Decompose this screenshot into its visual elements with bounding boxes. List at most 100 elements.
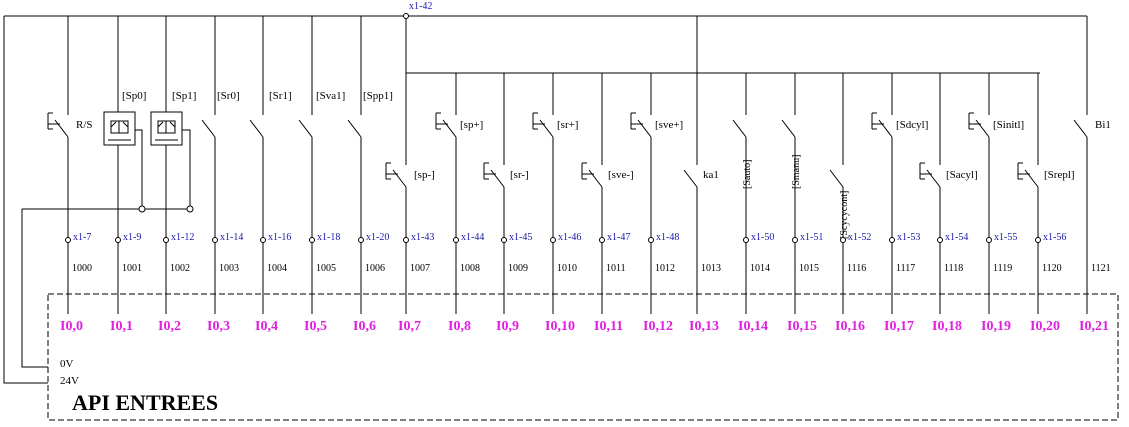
terminal-label: x1-44 [461,232,484,243]
terminal-node [550,237,556,243]
wire-number: 1000 [72,263,92,274]
channel-15: [Smanu] x1-51 1015 I0,15 [781,73,823,334]
terminal-label: x1-46 [558,232,581,243]
switch-contact [630,73,652,314]
channel-7: [sp-] x1-43 1007 I0,7 [385,73,435,334]
wire-number: 1009 [508,263,528,274]
terminal-node [115,237,121,243]
plc-input-label: I0,16 [835,319,865,334]
sensor-sp0 [103,111,143,209]
channel-label: [sve+] [655,119,683,131]
channel-16: [Scycycont]x1-52 1116 I0,16 [829,73,871,334]
terminal-node [986,237,992,243]
bus-terminal-label: x1-42 [409,1,432,12]
switch-contact [919,73,941,314]
switch-contact [968,73,990,314]
terminal-label: x1-48 [656,232,679,243]
sensor-sp1 [150,111,191,209]
terminal-node [937,237,943,243]
bus-x1-42 [405,16,1040,74]
wire-number: 1008 [460,263,480,274]
terminal-label: x1-50 [751,232,774,243]
channel-label: [sve-] [608,169,634,181]
terminal-node [743,237,749,243]
switch-contact [1017,73,1039,314]
terminal-label: x1-16 [268,232,291,243]
plc-input-label: I0,0 [60,319,83,334]
plc-input-label: I0,9 [496,319,519,334]
switch-contact [683,16,698,314]
terminal-label: x1-56 [1043,232,1066,243]
terminal-label: x1-51 [800,232,823,243]
channel-5: [Sva1] x1-18 1005 I0,5 [298,16,345,334]
wire-number: 1007 [410,263,430,274]
terminal-node [212,237,218,243]
channel-label: ka1 [703,169,719,181]
plc-input-label: I0,6 [353,319,376,334]
node-0v-sp1 [186,205,194,213]
wire-number: 1117 [896,263,915,274]
wire-number: 1014 [750,263,770,274]
plc-input-label: I0,18 [932,319,962,334]
plc-input-label: I0,4 [255,319,278,334]
wire-number: 1003 [219,263,239,274]
wire-number: 1116 [847,263,866,274]
terminal-node [403,237,409,243]
terminal-label: x1-45 [509,232,532,243]
channel-20: [Srepl] x1-56 1120 I0,20 [1017,73,1075,334]
channel-label: [Sr0] [217,90,240,102]
terminal-node [309,237,315,243]
terminal-label: x1-47 [607,232,630,243]
plc-input-label: I0,14 [738,319,768,334]
wire-number: 1001 [122,263,142,274]
channel-11: [sve-] x1-47 1011 I0,11 [581,73,634,334]
wire-number: 1002 [170,263,190,274]
channel-label: Bi1 [1095,119,1111,131]
channel-6: [Spp1] x1-20 1006 I0,6 [347,16,393,334]
channel-label: [sp-] [414,169,435,181]
wire-number: 1118 [944,263,963,274]
channel-label: [sr+] [557,119,578,131]
wire-number: 1005 [316,263,336,274]
switch-contact [435,73,457,314]
channel-label: [Sr1] [269,90,292,102]
channel-label: [Spp1] [363,90,393,102]
terminal-label: x1-9 [123,232,141,243]
channel-13: ka1 1013 I0,13 [683,16,721,334]
channel-label: [Sdcyl] [896,119,928,131]
terminal-node [648,237,654,243]
channel-19: [Sinitl] x1-55 1119 I0,19 [968,73,1024,334]
switch-contact [781,73,796,314]
channel-label: [Sinitl] [993,119,1024,131]
terminal-label: x1-54 [945,232,968,243]
supply-24v-label: 24V [60,375,79,387]
terminal-label: x1-55 [994,232,1017,243]
terminal-node [453,237,459,243]
plc-input-label: I0,7 [398,319,421,334]
plc-input-label: I0,11 [594,319,623,334]
plc-input-label: I0,12 [643,319,673,334]
node-0v-sp0 [138,205,146,213]
bus-terminal-node [403,13,409,19]
terminal-label: x1-14 [220,232,243,243]
wire-number: 1004 [267,263,287,274]
terminal-label: x1-20 [366,232,389,243]
terminal-node [792,237,798,243]
terminal-label: x1-12 [171,232,194,243]
channel-18: [Sacyl] x1-54 1118 I0,18 [919,73,978,334]
terminal-label: x1-7 [73,232,91,243]
switch-contact [581,73,603,314]
plc-input-label: I0,10 [545,319,575,334]
channel-label: [Sauto] [742,160,753,189]
channel-4: [Sr1] x1-16 1004 I0,4 [249,16,292,334]
terminal-node [260,237,266,243]
switch-contact [298,16,313,314]
plc-input-label: I0,2 [158,319,181,334]
switch-contact [483,73,505,314]
supply-0v-label: 0V [60,358,74,370]
plc-input-label: I0,17 [884,319,914,334]
terminal-node [599,237,605,243]
channel-label: [sp+] [460,119,483,131]
terminal-node [840,237,846,243]
